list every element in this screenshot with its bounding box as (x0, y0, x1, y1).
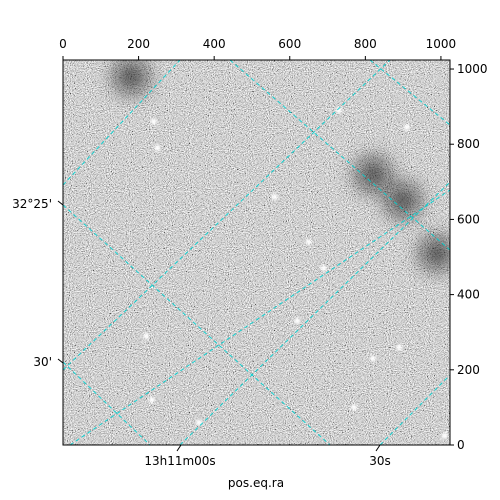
grid-line (379, 374, 450, 445)
dec-tick-label: 30' (33, 355, 52, 369)
coordinate-grid (63, 60, 450, 445)
y-tick-label: 400 (457, 288, 480, 302)
y-tick-label: 1000 (457, 62, 488, 76)
x-pixel-axis: 0 200 400 600 800 1000 (59, 37, 456, 60)
point-source (271, 193, 278, 200)
grid-line (63, 361, 151, 445)
grid-line (63, 204, 331, 445)
point-source (196, 419, 203, 426)
dark-regions (115, 60, 450, 270)
grid-line (69, 189, 450, 445)
point-source (369, 355, 376, 362)
y-tick-label: 200 (457, 363, 480, 377)
grid-line (63, 60, 181, 186)
dark-region (421, 237, 450, 270)
grid-line (369, 60, 450, 126)
x-tick-label: 1000 (426, 37, 457, 51)
point-source (305, 238, 312, 245)
point-source (335, 107, 342, 114)
dec-tick-mark (57, 200, 64, 206)
grid-line (63, 60, 391, 371)
dark-region (387, 184, 420, 217)
dec-tick-label: 32°25' (12, 197, 52, 211)
y-tick-label: 600 (457, 212, 480, 226)
point-source (396, 344, 403, 351)
dark-region (115, 60, 148, 93)
dec-tick-mark (57, 358, 64, 364)
x-tick-label: 800 (354, 37, 377, 51)
y-tick-label: 0 (457, 438, 465, 452)
ra-tick-label: 13h11m00s (144, 454, 215, 468)
point-source (150, 118, 157, 125)
ra-tick-mark (375, 444, 381, 452)
point-source (403, 124, 410, 131)
sky-image (63, 60, 450, 445)
ra-tick-label: 30s (369, 454, 391, 468)
y-pixel-axis: 0 200 400 600 800 1000 (450, 62, 488, 452)
ra-tick-mark (176, 444, 182, 452)
ra-axis-title: pos.eq.ra (228, 476, 284, 490)
point-source (320, 265, 327, 272)
dark-region (356, 158, 389, 191)
point-sources (143, 107, 448, 439)
x-tick-label: 0 (59, 37, 67, 51)
x-tick-label: 400 (203, 37, 226, 51)
point-source (148, 396, 155, 403)
x-tick-label: 200 (127, 37, 150, 51)
point-source (143, 332, 150, 339)
x-tick-label: 600 (278, 37, 301, 51)
point-source (294, 317, 301, 324)
point-source (154, 144, 161, 151)
point-source (351, 404, 358, 411)
plot-frame (62, 59, 451, 446)
y-tick-label: 800 (457, 137, 480, 151)
point-source (441, 432, 448, 439)
